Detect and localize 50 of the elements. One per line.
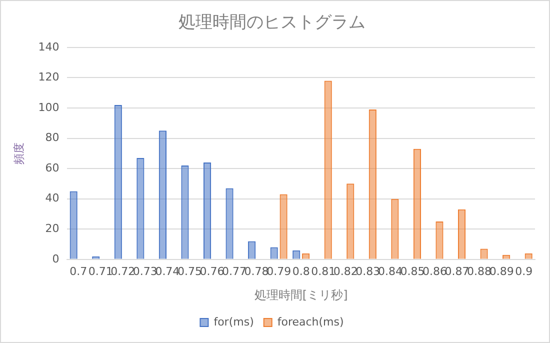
legend-label: for(ms) bbox=[214, 315, 254, 328]
x-tick-label: 0.78 bbox=[244, 264, 269, 278]
x-tick-label: 0.7 bbox=[70, 264, 88, 278]
x-tick-label: 0.84 bbox=[378, 264, 402, 278]
legend-label: foreach(ms) bbox=[277, 315, 344, 328]
x-tick-label: 0.75 bbox=[177, 264, 202, 278]
x-axis-title: 処理時間[ミリ秒] bbox=[254, 288, 348, 302]
x-tick-label: 0.76 bbox=[200, 264, 224, 278]
x-tick-label: 0.89 bbox=[489, 264, 514, 278]
x-tick-label: 0.79 bbox=[266, 264, 292, 278]
bar bbox=[280, 194, 288, 259]
y-tick-label: 140 bbox=[38, 40, 60, 54]
chart-title: 処理時間のヒストグラム bbox=[178, 12, 366, 33]
bar bbox=[226, 188, 234, 259]
y-tick-label: 20 bbox=[45, 222, 60, 235]
bar bbox=[391, 198, 399, 259]
x-tick-label: 0.72 bbox=[110, 264, 136, 278]
bar bbox=[136, 158, 144, 259]
y-tick-label: 40 bbox=[45, 192, 60, 205]
y-tick-label: 100 bbox=[38, 100, 60, 114]
y-tick-label: 0 bbox=[52, 252, 60, 266]
x-tick-label: 0.73 bbox=[132, 264, 158, 278]
x-tick-label: 0.86 bbox=[422, 264, 448, 278]
y-tick-label: 120 bbox=[38, 70, 60, 84]
x-tick-label: 0.83 bbox=[356, 264, 380, 278]
bar bbox=[458, 209, 466, 259]
x-tick-label: 0.8 bbox=[292, 264, 310, 278]
bar bbox=[203, 162, 212, 259]
bar bbox=[436, 222, 444, 259]
x-tick-label: 0.82 bbox=[333, 264, 358, 278]
x-tick-label: 0.88 bbox=[467, 264, 492, 278]
y-axis-title: 頻度 bbox=[12, 142, 26, 164]
bar bbox=[413, 148, 421, 259]
bar bbox=[324, 80, 332, 259]
x-tick-label: 0.87 bbox=[444, 264, 470, 278]
bar bbox=[368, 109, 376, 259]
bar bbox=[158, 130, 166, 259]
x-tick-label: 0.74 bbox=[155, 264, 180, 278]
bar bbox=[70, 191, 78, 259]
bar bbox=[114, 104, 122, 259]
bar bbox=[248, 241, 256, 259]
x-tick-label: 0.81 bbox=[311, 264, 336, 278]
y-tick-label: 60 bbox=[45, 161, 60, 174]
x-tick-label: 0.85 bbox=[400, 264, 425, 278]
bar bbox=[346, 184, 354, 259]
x-tick-label: 0.9 bbox=[515, 264, 533, 278]
x-tick-label: 0.71 bbox=[88, 264, 113, 278]
y-tick-label: 80 bbox=[45, 131, 60, 144]
bar bbox=[181, 166, 189, 259]
x-tick-label: 0.77 bbox=[222, 264, 247, 278]
